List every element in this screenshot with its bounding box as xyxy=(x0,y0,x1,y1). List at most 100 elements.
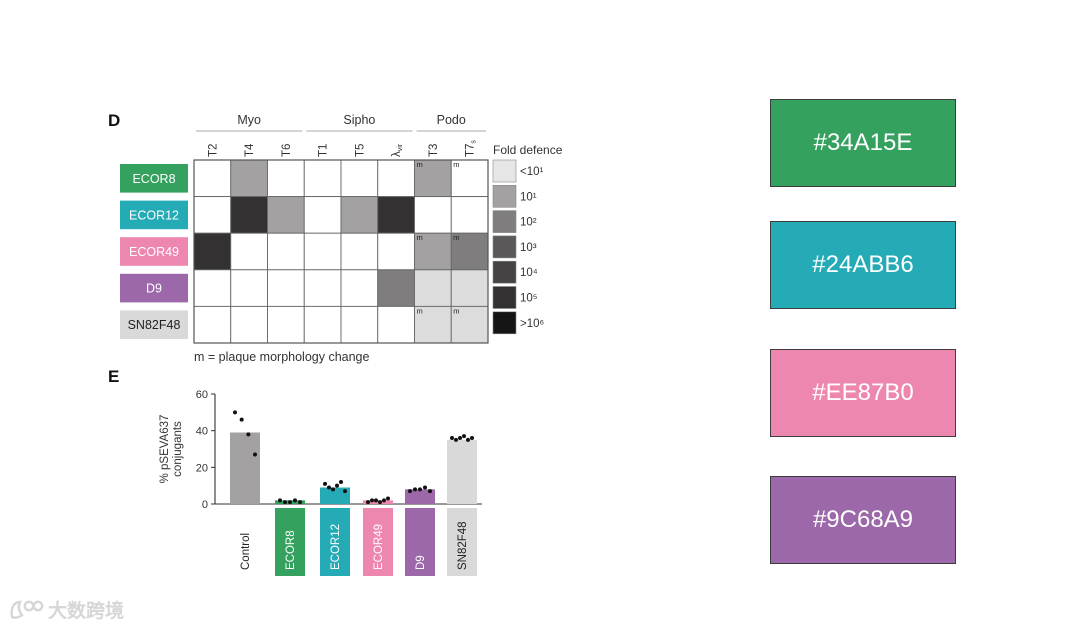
category-label-box xyxy=(363,508,393,576)
heatmap-cell xyxy=(230,159,268,198)
legend-label: >10⁶ xyxy=(520,318,545,330)
color-swatch-teal: #24ABB6 xyxy=(770,221,956,309)
heatmap-cell xyxy=(450,232,489,271)
morphology-mark: m xyxy=(417,306,423,315)
y-tick-label: 20 xyxy=(196,462,208,474)
heatmap-cell xyxy=(450,305,489,344)
data-point xyxy=(253,452,257,457)
legend-swatch xyxy=(492,286,517,309)
data-point xyxy=(458,436,462,440)
row-label: SN82F48 xyxy=(128,318,181,332)
heatmap-cell xyxy=(340,305,379,344)
heatmap-cell xyxy=(267,269,305,307)
bar xyxy=(320,487,350,504)
data-point xyxy=(239,417,244,422)
column-label-text: T5 xyxy=(354,144,366,157)
heatmap-cell xyxy=(377,305,415,344)
watermark: 大数跨境 xyxy=(8,596,124,623)
heatmap-cell xyxy=(267,305,305,344)
morphology-mark: m xyxy=(453,306,459,315)
heatmap-cell xyxy=(414,196,452,234)
heatmap-cell xyxy=(450,196,489,234)
legend-swatch xyxy=(492,159,517,183)
data-point xyxy=(413,487,417,492)
data-point xyxy=(462,434,466,439)
column-label: T7s xyxy=(465,140,478,157)
row-label-box xyxy=(120,164,188,193)
legend-label: 10¹ xyxy=(520,191,537,203)
heatmap-cell xyxy=(377,196,415,234)
y-tick-label: 60 xyxy=(196,389,208,401)
data-point xyxy=(293,498,297,503)
swatch-label: #24ABB6 xyxy=(812,251,914,278)
row-label-box xyxy=(120,237,188,266)
morphology-mark: m xyxy=(453,233,459,242)
column-label-text: T4 xyxy=(244,143,256,157)
row-label-box xyxy=(120,273,188,303)
legend-swatch xyxy=(492,260,517,284)
category-label-text: SN82F48 xyxy=(457,521,469,570)
watermark-text: 大数跨境 xyxy=(48,600,125,622)
data-point xyxy=(408,489,412,494)
heatmap-cell xyxy=(303,159,342,198)
data-point xyxy=(374,498,378,503)
data-point xyxy=(386,496,390,501)
data-point xyxy=(370,498,374,503)
category-label-text: Control xyxy=(240,533,252,570)
data-point xyxy=(233,410,237,415)
color-swatch-green: #34A15E xyxy=(770,99,956,187)
legend-swatch xyxy=(492,185,517,208)
data-point xyxy=(283,500,287,505)
category-label-box xyxy=(447,508,477,576)
data-point xyxy=(450,436,454,440)
bar xyxy=(447,439,477,504)
row-label-box xyxy=(120,200,188,230)
heatmap-cell xyxy=(377,269,415,307)
heatmap-cell xyxy=(193,305,232,344)
legend-swatch xyxy=(492,311,517,335)
row-label: D9 xyxy=(146,282,162,296)
heatmap-border xyxy=(193,159,489,344)
heatmap-cell xyxy=(303,305,342,344)
y-axis-label: % pSEVA637 conjugants xyxy=(159,415,184,484)
y-tick-label: 40 xyxy=(196,426,208,438)
heatmap-cell xyxy=(450,159,489,198)
family-label: Sipho xyxy=(343,113,375,127)
heatmap-cell xyxy=(193,196,232,234)
family-label: Myo xyxy=(237,113,261,127)
column-label-text: T1 xyxy=(318,144,330,157)
y-axis-label-line: conjugants xyxy=(172,421,184,477)
data-point xyxy=(246,432,251,437)
heatmap-footnote: m = plaque morphology change xyxy=(194,350,370,364)
heatmap-cell xyxy=(340,269,379,307)
category-label: Control xyxy=(240,533,252,570)
bar xyxy=(405,489,435,504)
heatmap-cell xyxy=(267,232,305,271)
data-point xyxy=(339,480,343,484)
category-label-text: ECOR49 xyxy=(373,524,385,570)
data-point xyxy=(343,489,347,494)
data-point xyxy=(470,436,474,440)
category-label-text: D9 xyxy=(415,555,427,570)
morphology-mark: m xyxy=(417,233,423,242)
panel-label-e: E xyxy=(108,367,119,386)
family-label: Podo xyxy=(437,113,466,127)
heatmap-cell xyxy=(267,196,305,234)
heatmap-cell xyxy=(193,232,232,271)
column-label-text: T7s xyxy=(465,140,478,157)
row-label: ECOR8 xyxy=(132,172,175,186)
legend-title: Fold defence xyxy=(493,143,563,157)
y-axis-label-line: % pSEVA637 xyxy=(159,415,171,484)
column-label: λvir xyxy=(391,143,404,157)
heatmap-cell xyxy=(230,269,268,307)
data-point xyxy=(323,481,327,486)
legend-swatch xyxy=(492,235,517,259)
category-label: ECOR49 xyxy=(373,524,385,570)
row-label-box xyxy=(120,310,188,339)
data-point xyxy=(278,498,282,503)
data-point xyxy=(428,489,432,494)
heatmap-cell xyxy=(303,232,342,271)
data-point xyxy=(331,487,335,492)
data-point xyxy=(378,500,382,505)
column-label: T4 xyxy=(244,143,256,157)
